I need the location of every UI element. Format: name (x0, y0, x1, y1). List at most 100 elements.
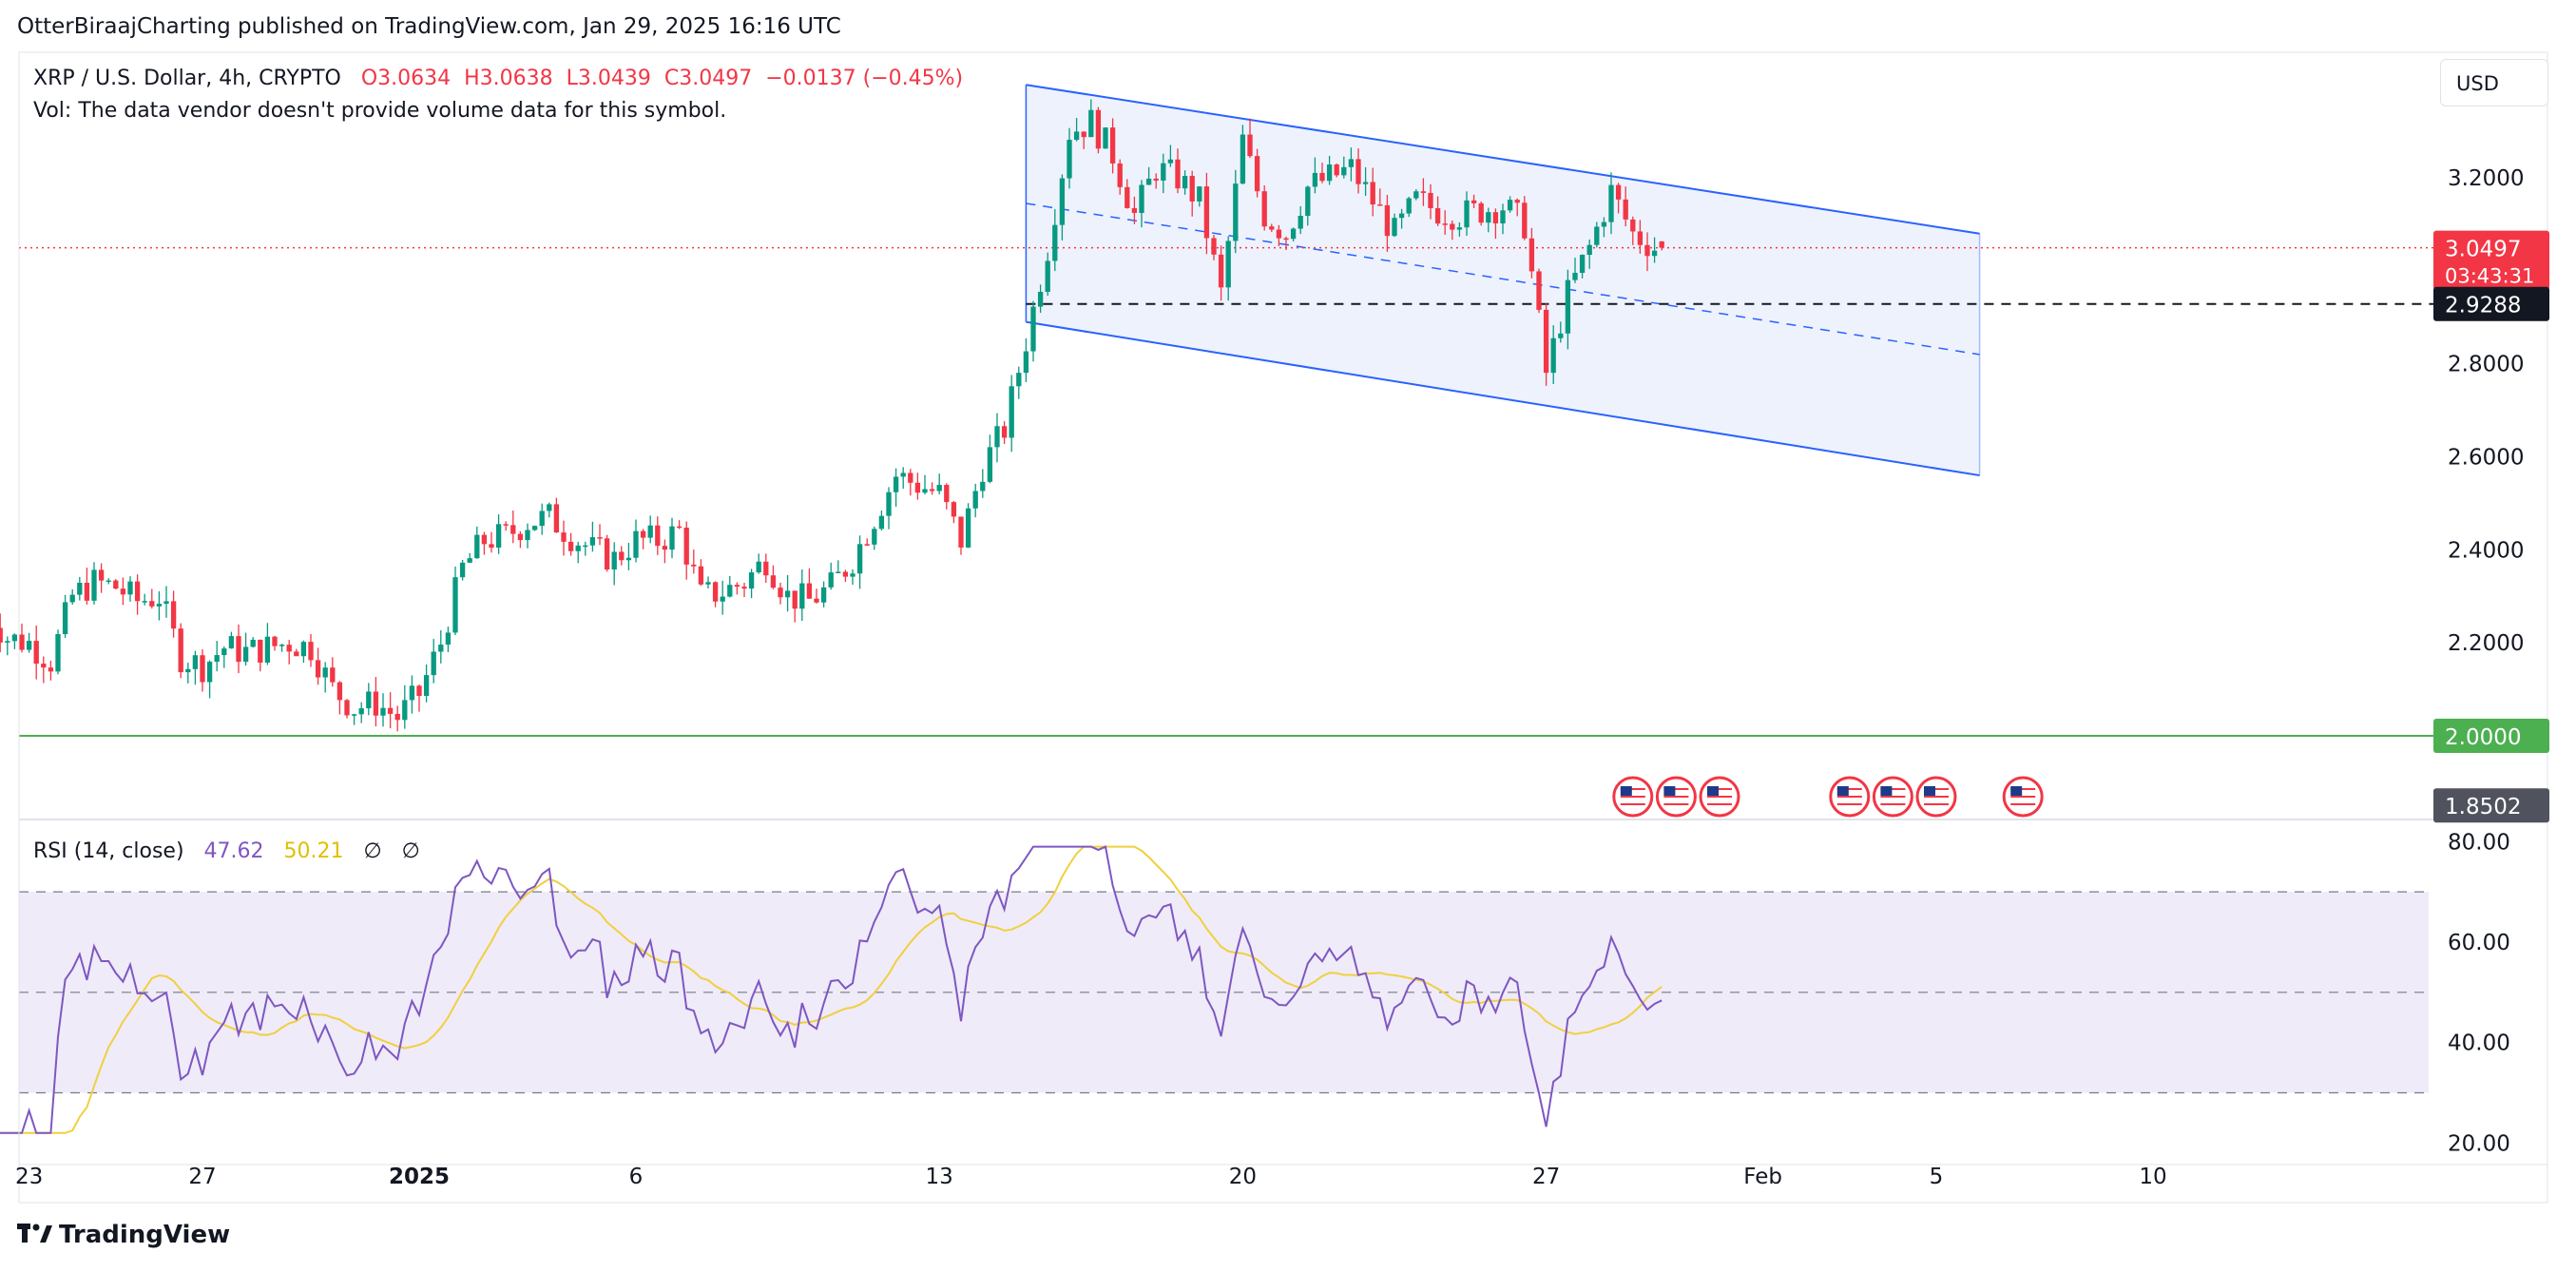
candle-body (11, 634, 18, 642)
candle-body (1189, 176, 1195, 202)
low-price-label-bg (2433, 788, 2549, 823)
candle-body (294, 651, 299, 657)
candle-body (1579, 255, 1586, 273)
candle-body (1081, 131, 1086, 138)
candle-body (380, 707, 386, 716)
candle-body (1586, 244, 1592, 256)
candle-body (258, 639, 263, 663)
candle-body (741, 587, 747, 589)
candle-body (597, 537, 603, 539)
candle-body (264, 636, 271, 663)
flag-canton (1836, 786, 1849, 796)
flag-stripe (1880, 796, 1906, 798)
candle-body (185, 668, 191, 673)
rsi-title[interactable]: RSI (14, close) (33, 839, 184, 863)
candle-body (1601, 222, 1607, 227)
flag-stripe (2010, 792, 2036, 794)
candle-body (748, 572, 755, 589)
axes: 3.40003.20002.80002.60002.40002.200080.0… (15, 51, 2549, 1204)
candle-body (1103, 127, 1108, 149)
candle-body (366, 691, 372, 709)
candle-body (1355, 159, 1361, 184)
candle-body (1001, 426, 1008, 438)
candle-body (980, 481, 986, 491)
candle-body (1233, 183, 1239, 241)
candle-body (1594, 226, 1600, 245)
candle-body (170, 601, 177, 629)
us-flag-event-icon (2002, 776, 2044, 818)
tradingview-logo-icon (17, 1223, 53, 1243)
candle-body (1225, 241, 1231, 288)
candle-body (1153, 178, 1159, 181)
time-tick-label: Feb (1743, 1165, 1782, 1189)
candle-body (330, 667, 336, 683)
channel-upper-line (1026, 84, 1980, 235)
candle-body (994, 426, 1000, 448)
close-value: C3.0497 (663, 67, 753, 90)
open-value: O3.0634 (360, 67, 452, 90)
candle-body (41, 664, 47, 668)
candle-body (872, 529, 877, 545)
rsi-pane[interactable] (0, 845, 2429, 1134)
candle-body (1167, 159, 1174, 164)
candle-body (691, 564, 697, 567)
candle-body (1161, 163, 1166, 181)
flag-stripe (1836, 792, 1862, 794)
candle-body (936, 485, 942, 491)
candle-body (951, 502, 957, 517)
candle-body (69, 594, 75, 603)
candle-body (1023, 351, 1029, 374)
symbol-title[interactable]: XRP / U.S. Dollar, 4h, CRYPTO (33, 67, 341, 90)
flag-stripe (1836, 788, 1862, 790)
rsi-tick-label: 60.00 (2448, 931, 2510, 955)
flag-stripe (2010, 803, 2036, 805)
candle-body (467, 558, 472, 563)
candle-body (459, 562, 466, 578)
candle-body (958, 516, 964, 548)
candle-body (1269, 226, 1275, 230)
us-flag-event-icon (1872, 776, 1913, 818)
candle-body (279, 645, 285, 646)
time-tick-label: 23 (15, 1165, 43, 1189)
flag-canton (1707, 786, 1719, 796)
candle-body (553, 504, 560, 533)
candle-body (163, 601, 169, 605)
candle-body (864, 544, 870, 546)
candle-body (1644, 244, 1650, 257)
candle-body (1550, 337, 1556, 374)
candle-body (900, 472, 906, 477)
candle-body (908, 472, 913, 483)
price-pane[interactable] (0, 84, 2433, 818)
flag-stripe (1924, 796, 1949, 798)
candle-body (842, 571, 849, 577)
candle-body (517, 533, 524, 541)
flag-stripe (1924, 800, 1949, 801)
candle-body (604, 538, 610, 570)
support-price-label-bg (2433, 718, 2549, 753)
candle-body (214, 655, 220, 663)
candle-body (1211, 238, 1217, 255)
candle-body (1362, 182, 1369, 184)
candle-body (922, 489, 928, 493)
candle-body (452, 577, 458, 633)
candle-body (1326, 164, 1333, 182)
time-tick-label: 13 (926, 1165, 953, 1189)
candle-body (1384, 204, 1391, 237)
flag-stripe (1880, 803, 1906, 805)
price-tick-label: 2.6000 (2448, 446, 2524, 471)
candle-body (344, 700, 350, 716)
candle-body (1486, 212, 1491, 223)
candle-body (272, 636, 278, 646)
candle-body (1528, 238, 1535, 272)
candle-body (655, 525, 661, 547)
candle-body (178, 628, 183, 673)
tradingview-logo[interactable]: TradingView (17, 1221, 230, 1249)
candle-body (1197, 186, 1202, 202)
price-label-bg (2433, 286, 2549, 321)
candle-body (84, 583, 90, 601)
currency-button[interactable]: USD (2440, 59, 2548, 106)
candle-body (242, 646, 249, 663)
candle-body (820, 587, 827, 603)
time-tick-label: 6 (629, 1165, 644, 1189)
